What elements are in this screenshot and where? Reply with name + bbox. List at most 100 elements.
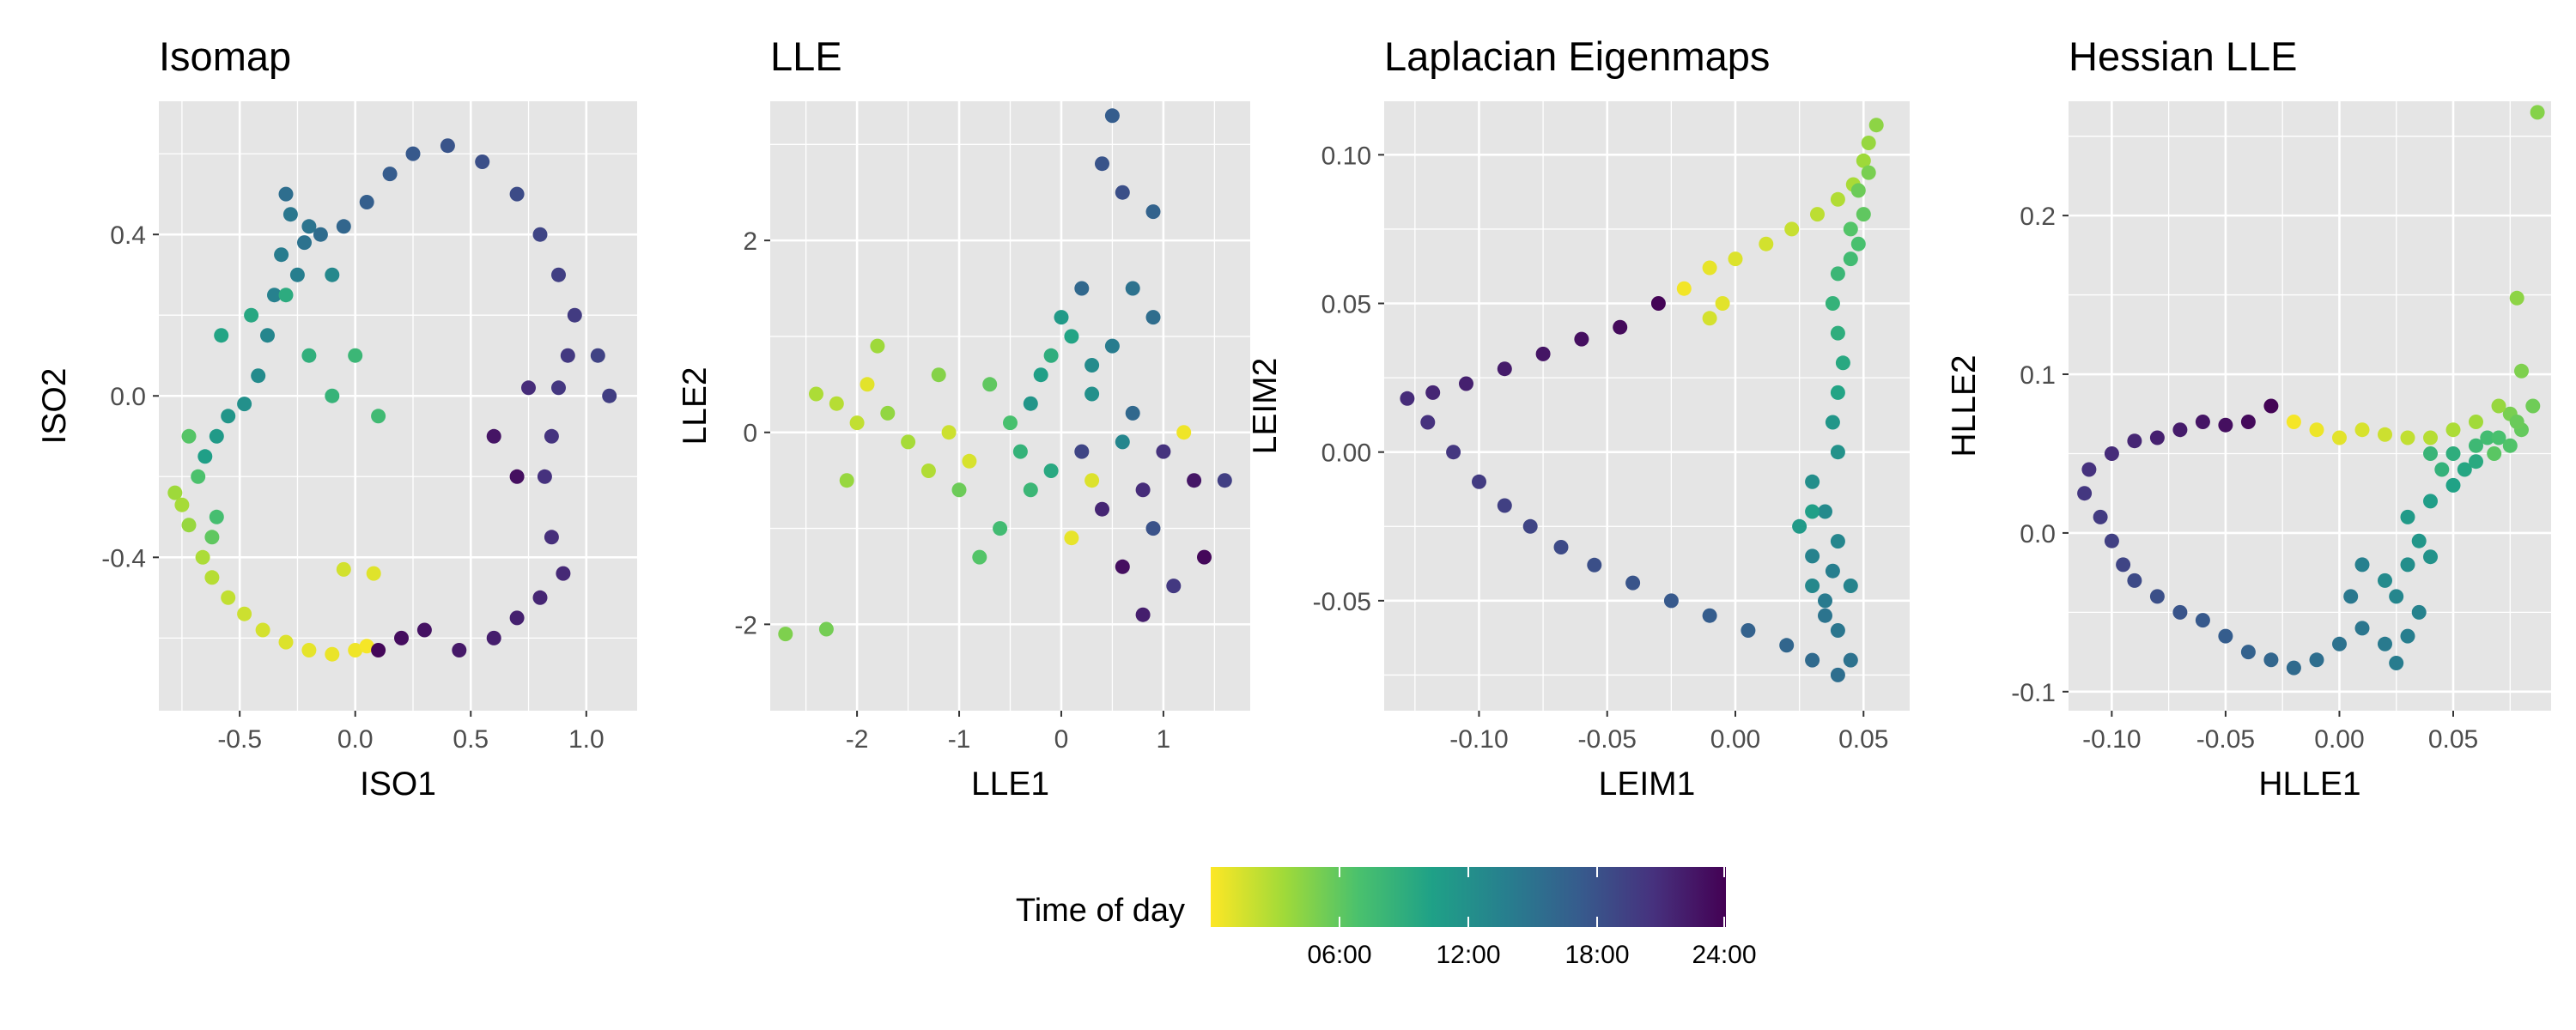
data-point	[2172, 604, 2188, 620]
data-point	[325, 388, 340, 403]
data-point	[301, 219, 317, 234]
x-tick-label: 0.0	[337, 725, 374, 754]
data-point	[278, 634, 294, 650]
data-point	[2354, 557, 2370, 573]
data-point	[2286, 415, 2301, 429]
data-point	[2445, 477, 2461, 493]
data-point	[1535, 346, 1551, 361]
data-point	[551, 267, 566, 282]
legend-tick-label: 24:00	[1692, 941, 1756, 969]
data-point	[214, 328, 229, 343]
data-point	[1400, 391, 1415, 406]
data-point	[1587, 557, 1602, 573]
x-tick-label: -0.05	[2196, 725, 2255, 754]
data-point	[2525, 398, 2541, 414]
scatter-points	[1400, 118, 1884, 682]
data-point	[1135, 482, 1151, 498]
data-point	[1663, 593, 1679, 609]
data-point	[1012, 444, 1028, 459]
data-point	[283, 207, 298, 222]
data-point	[1843, 251, 1858, 267]
data-point	[1522, 518, 1538, 534]
data-point	[1074, 444, 1090, 459]
data-point	[509, 469, 525, 484]
y-tick-label: 0.0	[2020, 520, 2056, 548]
data-point	[301, 348, 317, 363]
data-point	[1613, 319, 1628, 335]
data-point	[1553, 540, 1569, 554]
y-tick-label: 0.0	[110, 383, 146, 411]
data-point	[1825, 296, 1840, 311]
data-point	[2400, 509, 2415, 524]
data-point	[2400, 628, 2415, 644]
data-point	[278, 288, 294, 303]
data-point	[440, 138, 455, 154]
y-tick-label: 0.4	[110, 221, 146, 250]
data-point	[1425, 385, 1441, 400]
data-point	[2469, 438, 2483, 453]
data-point	[1625, 575, 1641, 591]
data-point	[901, 434, 916, 450]
data-point	[348, 643, 363, 657]
y-axis-title: LEIM2	[1247, 358, 1284, 455]
data-point	[371, 409, 386, 424]
data-point	[2149, 589, 2165, 604]
data-point	[1830, 385, 1845, 400]
y-tick-label: -0.05	[1313, 588, 1371, 616]
data-point	[1861, 136, 1876, 150]
data-point	[1818, 608, 1832, 623]
data-point	[2332, 430, 2347, 445]
data-point	[2480, 430, 2495, 445]
data-point	[244, 307, 259, 323]
data-point	[1830, 191, 1845, 207]
data-point	[1843, 221, 1858, 237]
data-point	[221, 409, 236, 424]
data-point	[931, 367, 946, 383]
panel-background	[159, 101, 637, 711]
data-point	[251, 368, 266, 384]
data-point	[2240, 415, 2256, 429]
data-point	[1074, 281, 1090, 296]
data-point	[204, 530, 220, 545]
data-point	[2309, 652, 2324, 668]
data-point	[962, 453, 977, 469]
data-point	[2077, 486, 2093, 501]
x-axis-title: LEIM1	[1599, 766, 1696, 803]
data-point	[818, 621, 834, 637]
data-point	[2411, 533, 2427, 548]
panel-4: -0.10 -0.05 0.00 0.05 -0.1 0.0 0.1 0.2 HLLE1 HLLE…	[1946, 33, 2551, 803]
data-point	[348, 348, 363, 363]
data-point	[1115, 185, 1130, 200]
data-point	[2423, 446, 2438, 461]
data-point	[1779, 638, 1795, 653]
data-point	[1095, 501, 1109, 517]
data-point	[1784, 221, 1800, 237]
data-point	[405, 146, 421, 161]
data-point	[567, 307, 582, 323]
legend-title: Time of day	[1016, 893, 1185, 929]
data-point	[2240, 645, 2256, 660]
scatter-points	[167, 138, 617, 662]
data-point	[2378, 636, 2392, 651]
data-point	[1805, 652, 1820, 668]
data-point	[1792, 518, 1807, 534]
data-point	[452, 643, 467, 657]
data-point	[1856, 207, 1871, 222]
data-point	[2469, 415, 2483, 429]
data-point	[2509, 415, 2524, 429]
scatter-points	[2077, 105, 2545, 676]
data-point	[1830, 623, 1845, 638]
data-point	[951, 482, 967, 498]
data-point	[1702, 260, 1717, 276]
data-point	[197, 449, 213, 464]
data-point	[181, 428, 197, 444]
data-point	[2354, 422, 2370, 438]
data-point	[1115, 434, 1130, 450]
data-point	[336, 219, 351, 234]
data-point	[237, 606, 252, 621]
x-axis-title: ISO1	[360, 766, 436, 803]
data-point	[2104, 446, 2119, 461]
data-point	[382, 167, 398, 182]
panel-title: Isomap	[159, 33, 291, 79]
